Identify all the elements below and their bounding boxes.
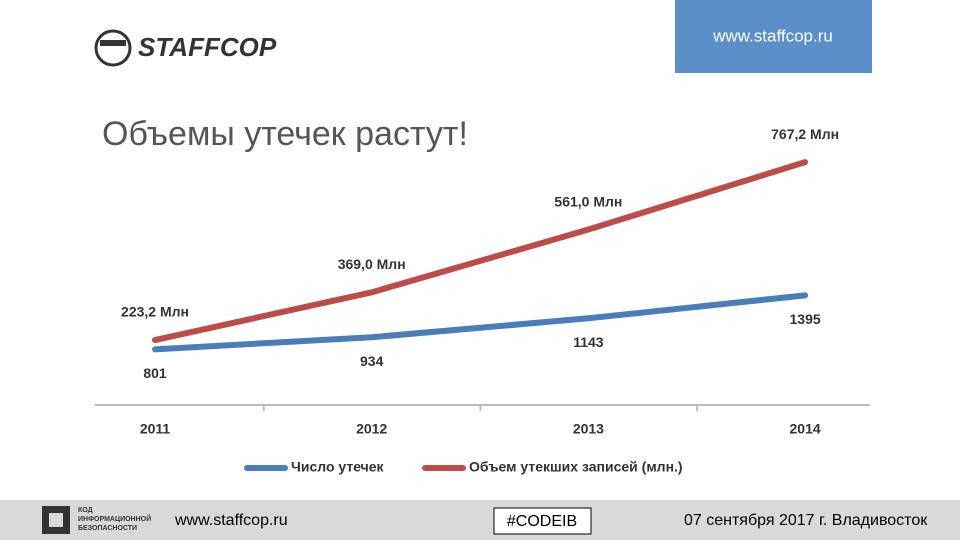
logo-text: STAFFCOP bbox=[138, 32, 277, 62]
data-label: 369,0 Млн bbox=[338, 256, 406, 272]
data-label: 1143 bbox=[573, 334, 604, 350]
x-tick-label: 2011 bbox=[140, 421, 171, 437]
legend-label: Число утечек bbox=[291, 459, 385, 475]
plot: 2011 2012 2013 2014 801 934 1143 1395 223,2 Млн 3… bbox=[121, 126, 839, 475]
x-tick-label: 2014 bbox=[790, 421, 821, 437]
slide-title: Объемы утечек растут! bbox=[102, 115, 468, 153]
data-label: 801 bbox=[143, 365, 167, 381]
data-label: 561,0 Млн bbox=[554, 193, 622, 209]
data-label: 223,2 Млн bbox=[121, 304, 189, 320]
logo-icon-cap bbox=[100, 40, 126, 46]
x-tick-label: 2013 bbox=[573, 421, 604, 437]
hashtag-box bbox=[493, 507, 592, 535]
legend-label: Объем утекших записей (млн.) bbox=[469, 459, 683, 475]
footer-bar bbox=[0, 500, 960, 540]
x-tick-label: 2012 bbox=[356, 421, 387, 437]
data-label: 767,2 Млн bbox=[771, 126, 839, 142]
footer-event: 07 сентября 2017 г. Владивосток bbox=[684, 512, 928, 529]
header-url: www.staffcop.ru bbox=[712, 26, 833, 45]
footer-logo-line: КОД bbox=[78, 507, 93, 514]
logo-icon bbox=[94, 29, 132, 67]
data-label: 934 bbox=[360, 353, 384, 369]
footer-logo-line: БЕЗОПАСНОСТИ bbox=[78, 525, 137, 532]
footer-hashtag: #CODEIB bbox=[507, 513, 577, 530]
footer-logo-line: ИНФОРМАЦИОННОЙ bbox=[78, 514, 151, 523]
footer-url: www.staffcop.ru bbox=[174, 512, 288, 529]
series-line bbox=[152, 159, 809, 344]
header-box bbox=[675, 0, 872, 73]
footer-logo-icon-inner bbox=[49, 513, 63, 527]
series-line bbox=[152, 292, 809, 353]
data-label: 1395 bbox=[790, 311, 821, 327]
